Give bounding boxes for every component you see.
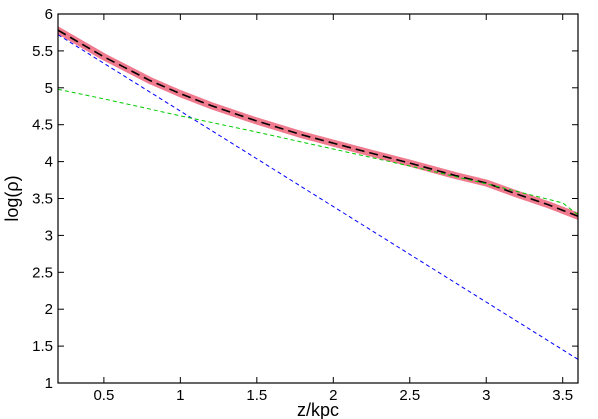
x-tick-label: 1 (176, 387, 184, 404)
x-tick-label: 2 (329, 387, 337, 404)
y-tick-label: 3.5 (32, 191, 53, 208)
y-tick-label: 2 (45, 301, 53, 318)
series-line-4 (58, 88, 578, 216)
ticks-layer: 0.5 1 1.5 2 2.5 3 3.5 1 1.5 2 2.5 3 3.5 4 4.5 5 5.5 6 (32, 6, 578, 404)
y-tick-label: 1.5 (32, 338, 53, 355)
y-tick-label: 5.5 (32, 43, 53, 60)
x-tick-label: 0.5 (93, 387, 114, 404)
plot-frame (57, 13, 579, 384)
x-tick-label: 3 (482, 387, 490, 404)
x-tick-label: 3.5 (552, 387, 573, 404)
series-line-3 (58, 34, 578, 360)
y-tick-label: 5 (45, 80, 53, 97)
y-tick-label: 2.5 (32, 264, 53, 281)
x-tick-label: 1.5 (246, 387, 267, 404)
y-tick-label: 6 (45, 6, 53, 23)
x-axis-label: z/kpc (297, 400, 339, 419)
y-tick-label: 4.5 (32, 117, 53, 134)
series-layer (58, 26, 578, 360)
series-line-1 (58, 26, 578, 220)
series-line-2 (58, 29, 578, 217)
y-tick-label: 4 (45, 154, 53, 171)
y-tick-label: 3 (45, 227, 53, 244)
y-axis-label: log(ρ) (2, 175, 22, 221)
y-tick-label: 1 (45, 375, 53, 392)
x-tick-label: 2.5 (399, 387, 420, 404)
